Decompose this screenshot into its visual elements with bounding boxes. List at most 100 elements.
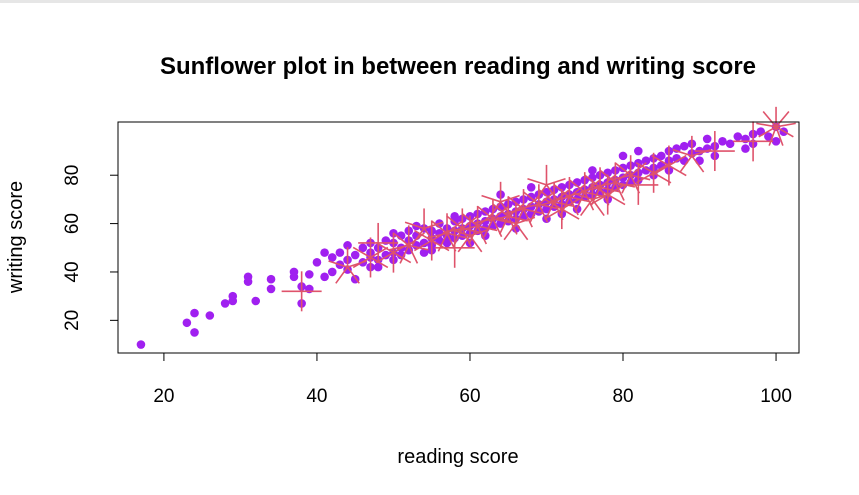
- sunflower: [434, 227, 475, 268]
- sunflower-petal: [515, 216, 536, 225]
- x-tick-label: 40: [306, 386, 327, 407]
- sunflower-petal: [758, 126, 777, 138]
- data-point: [656, 151, 666, 161]
- data-point: [733, 132, 743, 141]
- sunflower-petal: [534, 184, 548, 202]
- x-tick-label: 20: [153, 386, 174, 407]
- sunflower-petal: [488, 201, 502, 219]
- sunflower: [352, 237, 389, 278]
- data-point: [419, 248, 429, 257]
- sunflower-petal: [614, 182, 625, 201]
- data-point: [695, 156, 704, 166]
- sunflower: [756, 106, 796, 146]
- sunflower-petal: [507, 215, 518, 235]
- sunflower: [573, 179, 612, 217]
- data-point: [243, 272, 253, 282]
- sunflower-petal: [375, 241, 394, 254]
- sunflower-petal: [775, 126, 784, 146]
- sunflower-petal: [775, 122, 796, 128]
- data-point: [335, 248, 345, 257]
- sunflower-petal: [679, 155, 693, 173]
- sunflower: [527, 164, 566, 202]
- data-point: [266, 284, 276, 294]
- sunflower-petal: [592, 192, 612, 201]
- data-point: [251, 296, 261, 306]
- sunflower-petal: [651, 154, 670, 167]
- sunflower-petal: [423, 221, 444, 230]
- sunflower: [694, 131, 735, 172]
- sunflower-petal: [500, 194, 520, 203]
- data-point: [358, 243, 368, 253]
- data-point: [136, 340, 146, 349]
- sunflower-petal: [446, 215, 463, 230]
- sunflower-petal: [545, 184, 559, 202]
- x-tick-label: 60: [459, 386, 480, 407]
- sunflower-petal: [653, 172, 672, 184]
- sunflower-petal: [538, 191, 555, 205]
- data-point: [419, 238, 429, 248]
- sunflower-petal: [522, 191, 540, 205]
- data-point: [320, 272, 329, 282]
- sunflower-petal: [544, 208, 563, 220]
- sunflower-petal: [515, 223, 529, 241]
- sunflower-petal: [549, 196, 570, 203]
- window-top-border: [0, 0, 859, 3]
- sunflower-petal: [599, 186, 620, 193]
- sunflower: [544, 189, 580, 230]
- sunflower-petal: [762, 111, 777, 128]
- sunflower-petal: [457, 235, 471, 253]
- data-point: [702, 134, 712, 144]
- data-point: [228, 291, 238, 301]
- sunflower-petal: [589, 193, 609, 206]
- sunflower-petal: [375, 251, 394, 264]
- sunflower-petal: [768, 126, 777, 146]
- sunflower-petal: [591, 198, 605, 217]
- sunflower-petal: [575, 191, 586, 211]
- data-point: [266, 274, 276, 284]
- sunflower: [404, 208, 444, 246]
- data-point: [320, 248, 329, 257]
- sunflower-petal: [499, 201, 513, 219]
- sunflower-petal: [411, 227, 425, 246]
- data-point: [442, 238, 452, 248]
- data-point: [350, 250, 360, 260]
- sunflower-petal: [496, 216, 517, 225]
- sunflower-petal: [775, 126, 794, 138]
- data-point: [289, 267, 299, 277]
- sunflower-petal: [477, 225, 498, 232]
- data-point: [450, 212, 459, 221]
- sunflower-petal: [481, 194, 501, 203]
- data-point: [327, 267, 337, 277]
- sunflower-petal: [503, 208, 524, 215]
- data-point: [327, 253, 337, 262]
- y-tick-label: 80: [62, 165, 83, 186]
- sunflower-petal: [346, 266, 360, 284]
- sunflower-petal: [668, 154, 687, 167]
- sunflower-petal: [423, 227, 437, 246]
- sunflower-petal: [430, 220, 448, 234]
- sunflower-petal: [589, 183, 609, 196]
- sunflower-petal: [328, 260, 348, 268]
- sunflower-petal: [469, 235, 483, 253]
- data-point: [618, 151, 628, 161]
- sunflower-petal: [775, 111, 790, 128]
- y-tick-label: 60: [62, 213, 83, 234]
- sunflower-petal: [610, 174, 631, 181]
- sunflower-petal: [335, 266, 349, 284]
- sunflower-petal: [544, 198, 563, 210]
- sunflower-petal: [595, 181, 616, 188]
- data-point: [343, 265, 352, 274]
- data-point: [725, 139, 735, 149]
- sunflower-petal: [370, 256, 389, 269]
- y-axis-label: writing score: [5, 181, 27, 294]
- sunflower-petal: [668, 164, 687, 177]
- sunflower-petal: [607, 193, 626, 206]
- sunflower: [481, 181, 520, 219]
- data-point: [205, 311, 215, 320]
- sunflower-petal: [404, 221, 425, 230]
- sunflower-petal: [691, 155, 705, 173]
- sunflower-petal: [399, 245, 410, 264]
- data-point: [373, 262, 383, 272]
- sunflower-petal: [446, 232, 467, 239]
